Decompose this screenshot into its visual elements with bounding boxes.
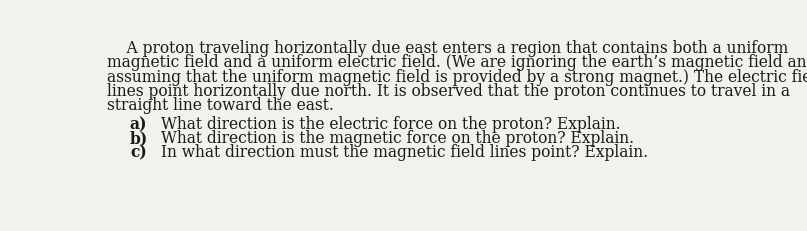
Text: In what direction must the magnetic field lines point? Explain.: In what direction must the magnetic fiel… (161, 144, 649, 161)
Text: What direction is the magnetic force on the proton? Explain.: What direction is the magnetic force on … (161, 130, 634, 147)
Text: b): b) (129, 130, 148, 147)
Text: assuming that the uniform magnetic field is provided by a strong magnet.) The el: assuming that the uniform magnetic field… (107, 69, 807, 85)
Text: c): c) (131, 144, 148, 161)
Text: lines point horizontally due north. It is observed that the proton continues to : lines point horizontally due north. It i… (107, 83, 790, 100)
Text: straight line toward the east.: straight line toward the east. (107, 97, 334, 114)
Text: a): a) (130, 116, 148, 133)
Text: What direction is the electric force on the proton? Explain.: What direction is the electric force on … (161, 116, 621, 133)
Text: magnetic field and a uniform electric field. (We are ignoring the earth’s magnet: magnetic field and a uniform electric fi… (107, 54, 807, 71)
Text: A proton traveling horizontally due east enters a region that contains both a un: A proton traveling horizontally due east… (107, 40, 788, 57)
